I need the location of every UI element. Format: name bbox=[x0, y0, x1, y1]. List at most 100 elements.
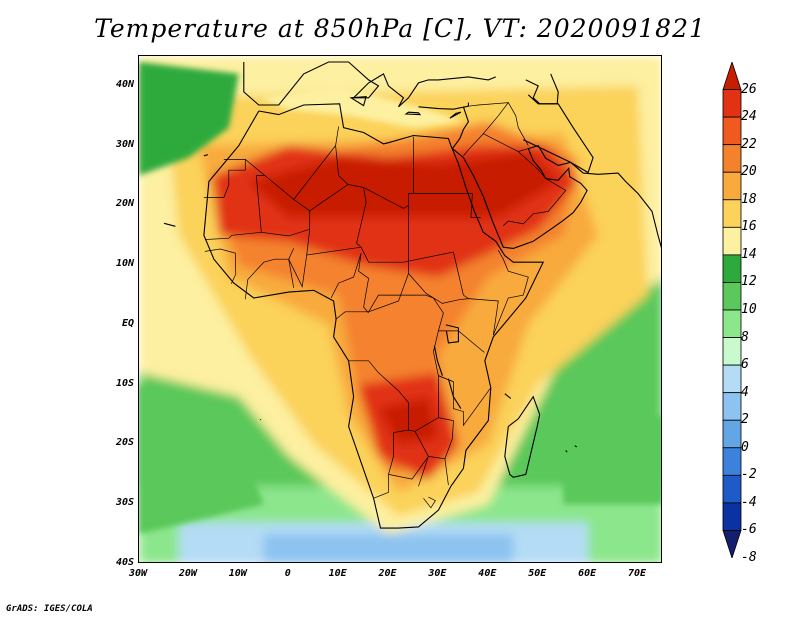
colorbar-tick-label: 18 bbox=[741, 191, 757, 207]
colorbar-tick-label: 10 bbox=[741, 302, 757, 317]
lon-tick-label: 30E bbox=[428, 568, 447, 579]
colorbar-swatch bbox=[722, 89, 742, 118]
country-border bbox=[288, 248, 308, 288]
colorbar-tick-label: 2 bbox=[741, 412, 749, 428]
mediterranean-cool bbox=[258, 85, 464, 128]
sahara-max bbox=[248, 151, 559, 218]
cape-verde bbox=[163, 222, 176, 227]
lake-victoria bbox=[445, 324, 459, 344]
lat-tick-label: 30N bbox=[115, 138, 134, 150]
turkey-coastline bbox=[418, 102, 469, 110]
colorbar-tick-label: 4 bbox=[741, 384, 749, 400]
temperature-field-detail bbox=[139, 62, 661, 535]
lat-tick-label: 30S bbox=[115, 497, 134, 509]
colorbar-tick-label: 12 bbox=[741, 274, 757, 290]
country-border bbox=[204, 248, 237, 284]
country-border bbox=[204, 159, 266, 240]
colorbar-swatch bbox=[722, 226, 742, 256]
country-border bbox=[414, 417, 454, 459]
map-svg bbox=[139, 56, 661, 562]
colorbar-swatch bbox=[722, 171, 742, 201]
country-border bbox=[403, 251, 469, 299]
colorbar-swatch bbox=[722, 116, 742, 146]
lon-tick-label: 60E bbox=[578, 568, 597, 579]
lon-tick-label: 20E bbox=[378, 568, 397, 579]
colorbar-swatch bbox=[722, 282, 742, 311]
lat-tick-label: 20S bbox=[115, 437, 134, 449]
country-border bbox=[503, 151, 567, 226]
lake-tanganyika bbox=[433, 345, 443, 376]
crete-coastline bbox=[404, 111, 422, 116]
colorbar-tick-label: 24 bbox=[741, 109, 757, 125]
lon-tick-label: 10E bbox=[328, 568, 347, 579]
colorbar-top-arrow bbox=[722, 62, 742, 90]
country-border bbox=[438, 375, 492, 427]
africa-coastline bbox=[203, 103, 545, 529]
country-border bbox=[335, 311, 369, 320]
country-border bbox=[507, 102, 529, 146]
lon-tick-label: 40E bbox=[478, 568, 497, 579]
lat-tick-label: EQ bbox=[121, 317, 134, 329]
colorbar-swatch bbox=[722, 254, 742, 283]
southern-ocean-coldest bbox=[263, 534, 514, 562]
country-border bbox=[244, 258, 295, 300]
country-border bbox=[335, 145, 349, 185]
south-atlantic-green bbox=[139, 384, 264, 535]
europe-coastline bbox=[243, 61, 497, 108]
colorbar-tick-label: 26 bbox=[741, 81, 757, 97]
colorbar-tick-label: 8 bbox=[741, 329, 749, 345]
colorbar bbox=[722, 62, 742, 558]
mauritius bbox=[574, 445, 577, 448]
country-border bbox=[261, 175, 311, 237]
colorbar-tick-label: 14 bbox=[741, 246, 757, 262]
temperature-map bbox=[138, 55, 662, 563]
colorbar-swatch bbox=[722, 364, 742, 394]
lat-tick-label: 40S bbox=[115, 557, 134, 568]
country-border bbox=[356, 187, 367, 248]
st-helena bbox=[259, 419, 262, 421]
lon-tick-label: 0 bbox=[284, 568, 291, 579]
colorbar-tick-label: 20 bbox=[741, 164, 757, 180]
country-border bbox=[438, 330, 485, 353]
grads-credit: GrADS: IGES/COLA bbox=[6, 604, 93, 614]
lat-tick-label: 10S bbox=[115, 377, 134, 389]
colorbar-tick-label: 22 bbox=[741, 136, 757, 152]
country-border bbox=[368, 294, 454, 383]
colorbar-swatch bbox=[722, 419, 742, 449]
country-border bbox=[423, 496, 436, 509]
country-border bbox=[203, 159, 246, 198]
madagascar-coastline bbox=[504, 395, 541, 478]
colorbar-swatch bbox=[722, 199, 742, 228]
country-border bbox=[330, 253, 369, 314]
colorbar-swatch bbox=[722, 447, 742, 476]
canary-islands bbox=[203, 154, 209, 157]
country-border bbox=[388, 456, 429, 487]
lat-tick-label: 40N bbox=[115, 78, 134, 90]
colorbar-tick-label: 0 bbox=[741, 439, 749, 455]
arabia-south-asia-coastline bbox=[452, 144, 661, 249]
comoros bbox=[504, 393, 512, 399]
colorbar-swatch bbox=[722, 309, 742, 338]
reunion bbox=[565, 450, 568, 453]
lon-tick-label: 70E bbox=[628, 568, 647, 579]
country-border bbox=[492, 250, 529, 336]
colorbar-tick-label: 16 bbox=[741, 219, 757, 235]
north-atlantic-green bbox=[139, 62, 239, 176]
levant-coastline bbox=[451, 106, 470, 149]
lon-tick-label: 10W bbox=[228, 568, 247, 579]
country-border bbox=[306, 229, 404, 263]
lon-tick-label: 20W bbox=[178, 568, 197, 579]
colorbar-tick-label: -2 bbox=[741, 467, 757, 483]
lat-tick-label: 20N bbox=[115, 198, 134, 210]
country-border bbox=[470, 193, 481, 218]
colorbar-tick-label: 6 bbox=[741, 357, 749, 373]
colorbar-tick-label: -6 bbox=[741, 522, 757, 538]
cyprus-coastline bbox=[449, 111, 462, 119]
lon-tick-label: 50E bbox=[528, 568, 547, 579]
sicily-coastline bbox=[349, 95, 367, 107]
colorbar-swatch bbox=[722, 144, 742, 173]
country-border bbox=[309, 136, 414, 212]
map-title: Temperature at 850hPa [C], VT: 202009182… bbox=[94, 14, 706, 43]
colorbar-tick-label: -8 bbox=[741, 550, 757, 565]
colorbar-swatch bbox=[722, 502, 742, 531]
